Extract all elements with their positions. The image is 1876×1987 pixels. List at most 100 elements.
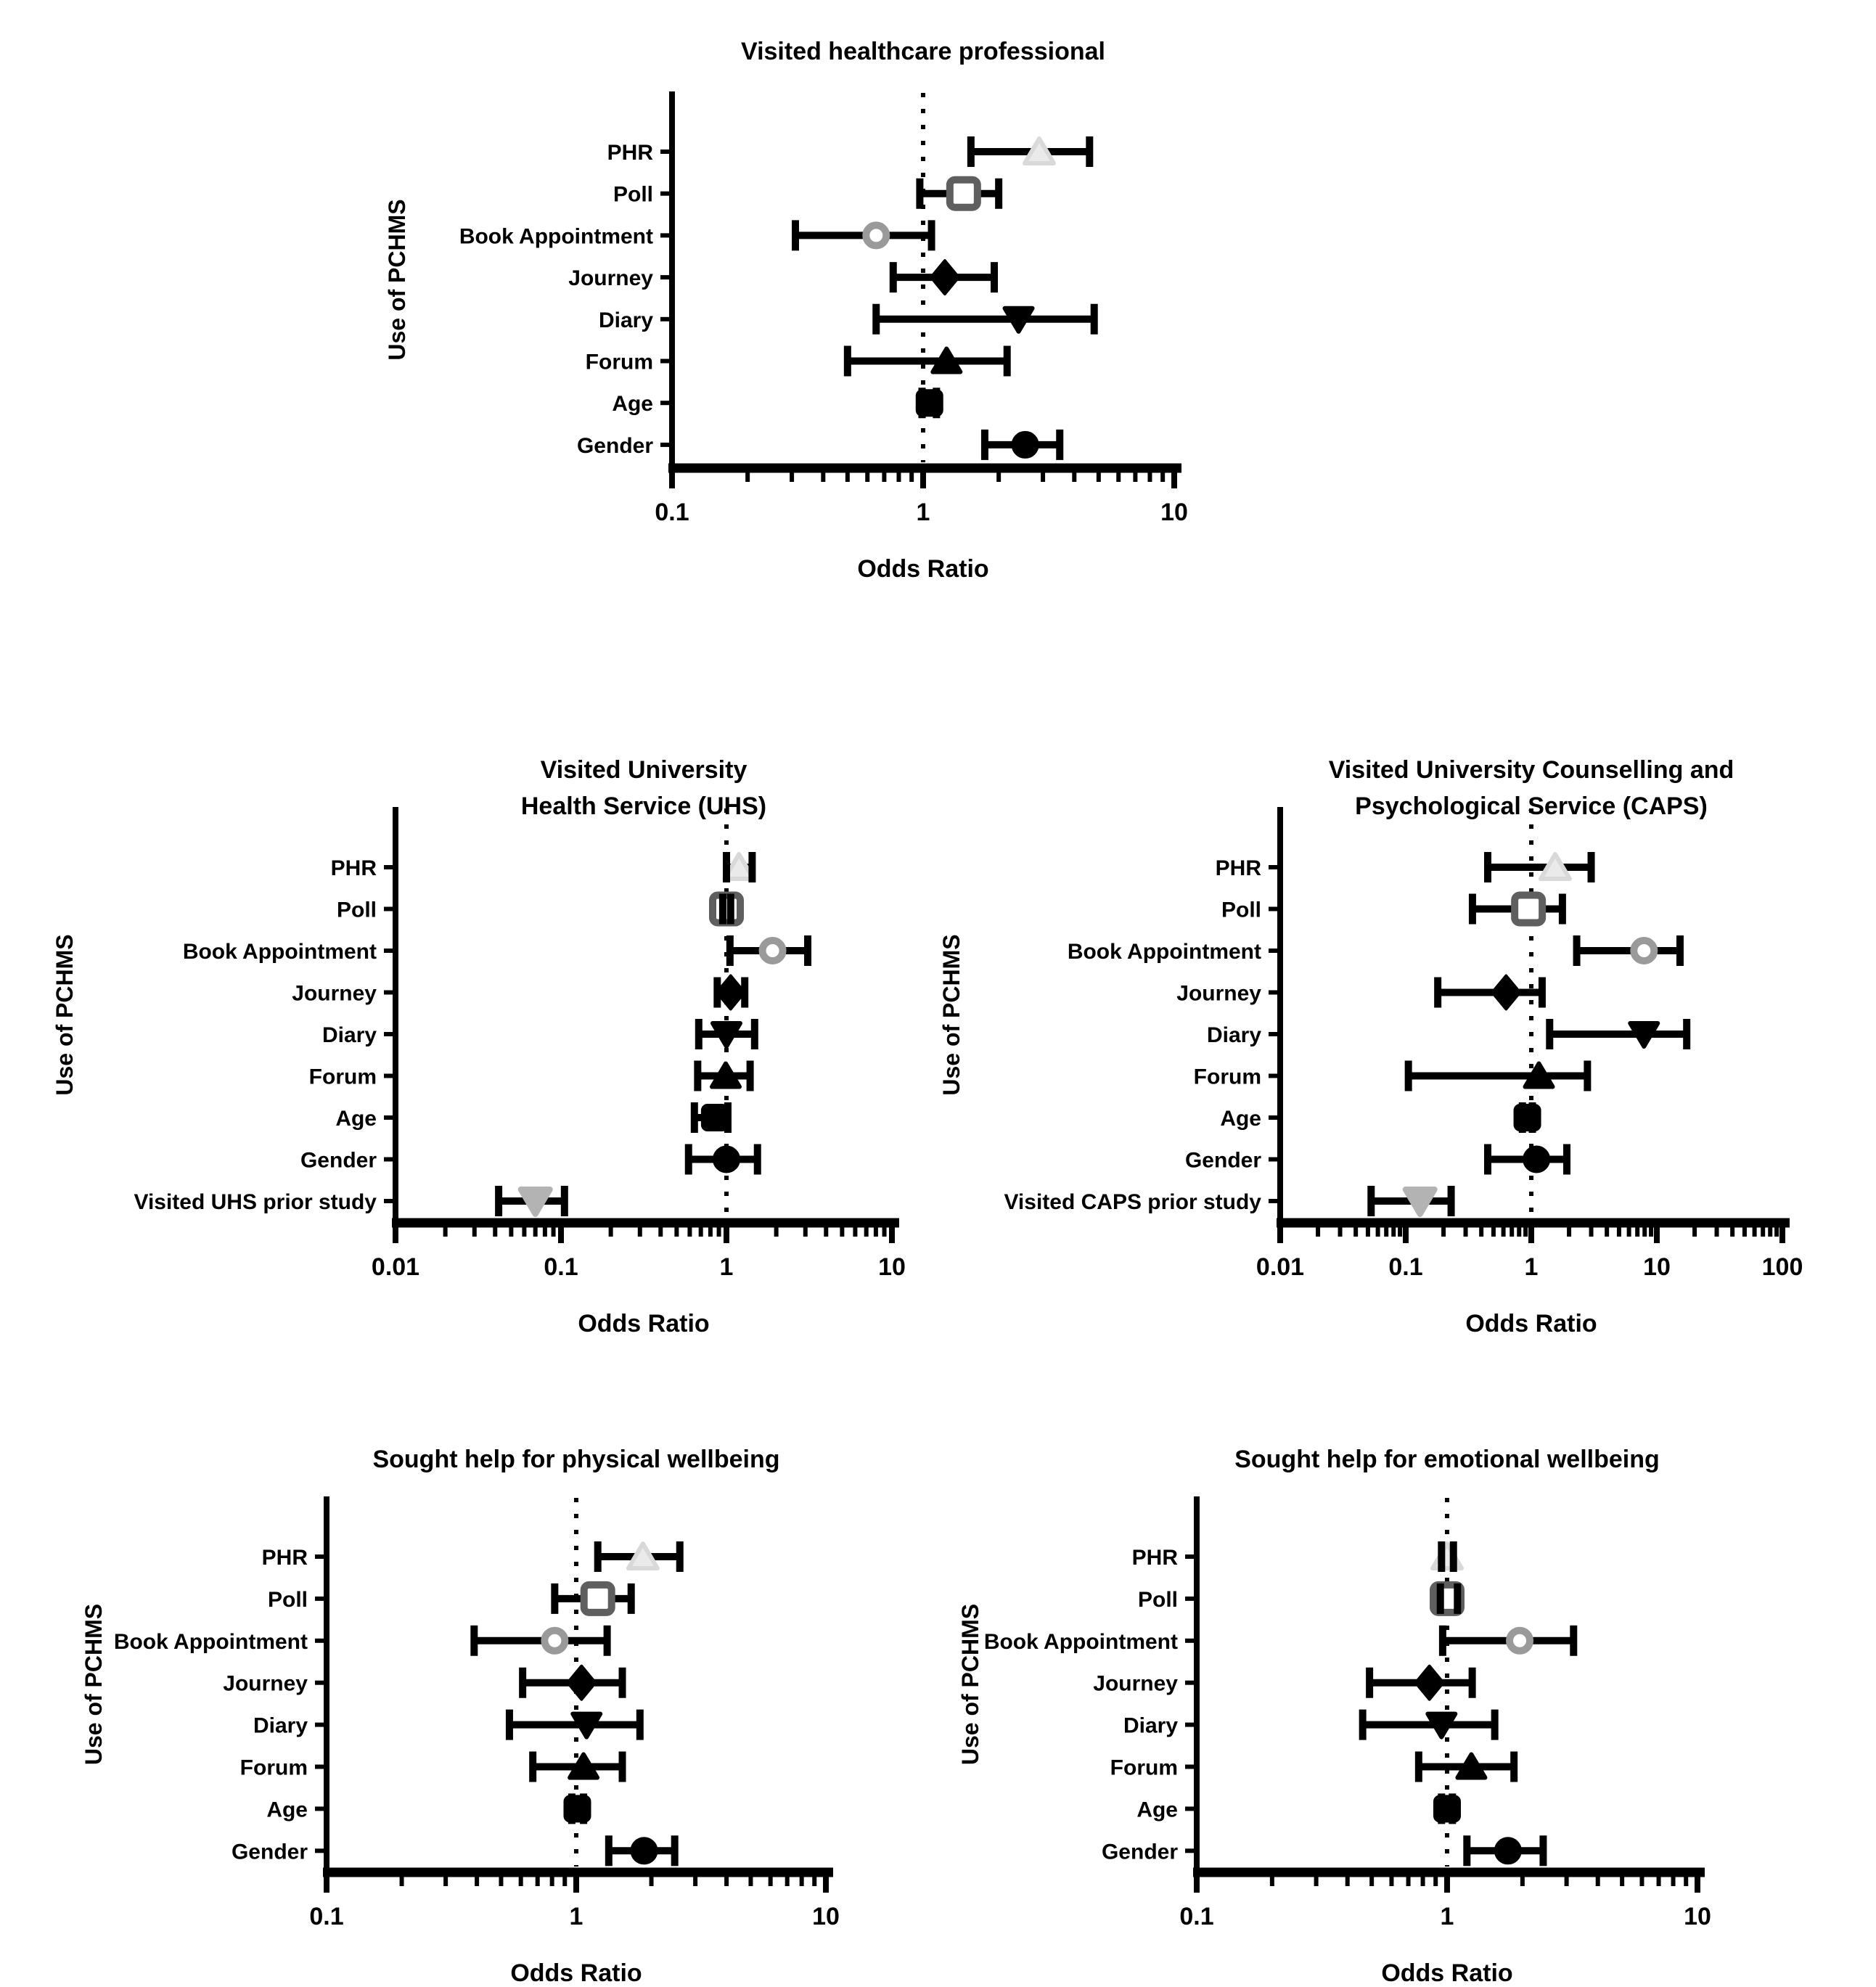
- category-label: Poll: [1221, 898, 1261, 922]
- category-label: Poll: [1138, 1588, 1178, 1612]
- category-label: Poll: [613, 183, 653, 207]
- x-tick-label: 10: [878, 1253, 906, 1281]
- category-label: Journey: [292, 982, 377, 1006]
- x-tick-label: 10: [812, 1903, 840, 1930]
- category-label: PHR: [1132, 1546, 1179, 1570]
- data-marker-triangle-up: [722, 852, 756, 881]
- data-marker-triangle-up: [1022, 136, 1056, 165]
- category-label: Visited CAPS prior study: [1004, 1190, 1261, 1214]
- category-label: Forum: [586, 351, 653, 374]
- x-axis-label: Odds Ratio: [510, 1959, 642, 1987]
- category-label: Book Appointment: [183, 940, 377, 964]
- data-marker-triangle-up: [930, 346, 963, 374]
- data-marker-diamond: [929, 259, 960, 296]
- data-marker-triangle-up: [1523, 1061, 1555, 1089]
- category-label: PHR: [607, 141, 654, 165]
- data-marker-circle: [1011, 430, 1039, 459]
- y-axis-label: Use of PCHMS: [938, 934, 964, 1095]
- data-marker-square: [700, 1104, 729, 1131]
- data-marker-square-open: [709, 891, 744, 927]
- data-marker-circle: [1523, 1145, 1551, 1173]
- x-tick-label: 0.1: [1388, 1253, 1422, 1281]
- x-tick-label: 10: [1643, 1253, 1671, 1281]
- x-tick-label: 1: [1525, 1253, 1539, 1281]
- data-marker-square-open: [580, 1581, 615, 1616]
- data-marker-diamond: [715, 974, 746, 1011]
- y-axis-label: Use of PCHMS: [384, 199, 410, 360]
- category-label: PHR: [331, 856, 377, 880]
- chart-visited-healthcare-professional: Visited healthcare professional Use of PC…: [384, 38, 1188, 583]
- data-marker-diamond: [1414, 1664, 1445, 1701]
- data-marker-triangle-down: [1425, 1711, 1458, 1740]
- x-axis-label: Odds Ratio: [1465, 1310, 1597, 1337]
- x-axis-label: Odds Ratio: [578, 1310, 709, 1337]
- category-label: Gender: [577, 434, 653, 458]
- y-axis-label: Use of PCHMS: [52, 934, 78, 1095]
- x-tick-label: 0.01: [1256, 1253, 1304, 1281]
- category-label: Poll: [337, 898, 377, 922]
- category-label: PHR: [262, 1546, 308, 1570]
- x-tick-label: 100: [1762, 1253, 1803, 1281]
- category-label: Diary: [253, 1714, 308, 1738]
- category-label: Poll: [268, 1588, 308, 1612]
- data-marker-triangle-up: [710, 1061, 742, 1089]
- category-label: Journey: [1093, 1672, 1178, 1696]
- y-axis-label: Use of PCHMS: [957, 1604, 983, 1765]
- x-tick-label: 1: [720, 1253, 734, 1281]
- data-marker-triangle-down: [517, 1187, 553, 1217]
- data-marker-circle: [630, 1837, 658, 1865]
- x-axis-label: Odds Ratio: [857, 555, 988, 583]
- x-tick-label: 0.1: [544, 1253, 578, 1281]
- data-marker-circle-open: [1506, 1626, 1534, 1655]
- data-marker-circle-open: [758, 937, 787, 964]
- x-tick-label: 1: [1441, 1903, 1454, 1930]
- data-marker-circle: [713, 1145, 740, 1173]
- data-marker-triangle-down: [710, 1021, 742, 1049]
- category-label: Diary: [599, 308, 653, 332]
- data-marker-diamond: [1491, 974, 1522, 1011]
- category-label: Diary: [1123, 1714, 1178, 1738]
- category-label: Visited UHS prior study: [134, 1190, 377, 1214]
- category-label: Journey: [223, 1672, 308, 1696]
- data-marker-circle-open: [1630, 937, 1658, 964]
- data-marker-square-open: [946, 176, 981, 211]
- x-tick-label: 0.1: [309, 1903, 343, 1930]
- category-label: Gender: [232, 1840, 308, 1864]
- chart-title: Psychological Service (CAPS): [1355, 792, 1708, 820]
- data-marker-circle-open: [541, 1626, 569, 1655]
- category-label: Diary: [1207, 1023, 1261, 1047]
- category-label: Book Appointment: [984, 1630, 1178, 1654]
- category-label: Diary: [322, 1023, 377, 1047]
- category-label: Age: [612, 392, 653, 416]
- chart-emotional-wellbeing: Sought help for emotional wellbeing Use o…: [957, 1446, 1711, 1987]
- category-label: Journey: [568, 266, 653, 290]
- data-marker-triangle-up: [1430, 1541, 1464, 1570]
- data-marker-triangle-down: [1402, 1187, 1438, 1217]
- chart-title: Visited healthcare professional: [741, 38, 1105, 65]
- chart-title: Sought help for emotional wellbeing: [1234, 1446, 1660, 1473]
- chart-visited-caps: Visited University Counselling and Psycho…: [938, 756, 1803, 1337]
- category-label: Forum: [1194, 1065, 1261, 1089]
- chart-title: Health Service (UHS): [521, 792, 766, 820]
- category-label: Book Appointment: [114, 1630, 308, 1654]
- y-axis-label: Use of PCHMS: [81, 1604, 107, 1765]
- x-axis-label: Odds Ratio: [1381, 1959, 1512, 1987]
- x-tick-label: 1: [917, 499, 930, 526]
- x-tick-label: 0.01: [372, 1253, 419, 1281]
- x-tick-label: 10: [1684, 1903, 1711, 1930]
- chart-visited-uhs: Visited University Health Service (UHS) Us…: [52, 756, 906, 1337]
- category-label: PHR: [1216, 856, 1262, 880]
- chart-title: Sought help for physical wellbeing: [372, 1446, 779, 1473]
- category-label: Book Appointment: [459, 224, 653, 248]
- chart-physical-wellbeing: Sought help for physical wellbeing Use of…: [81, 1446, 840, 1987]
- x-tick-label: 1: [570, 1903, 583, 1930]
- data-marker-triangle-down: [1002, 306, 1035, 334]
- data-marker-triangle-down: [570, 1711, 603, 1740]
- data-marker-triangle-up: [568, 1752, 600, 1780]
- category-label: Forum: [309, 1065, 377, 1089]
- data-marker-triangle-up: [1455, 1752, 1488, 1780]
- data-marker-circle: [1494, 1837, 1522, 1865]
- category-label: Forum: [1110, 1756, 1178, 1780]
